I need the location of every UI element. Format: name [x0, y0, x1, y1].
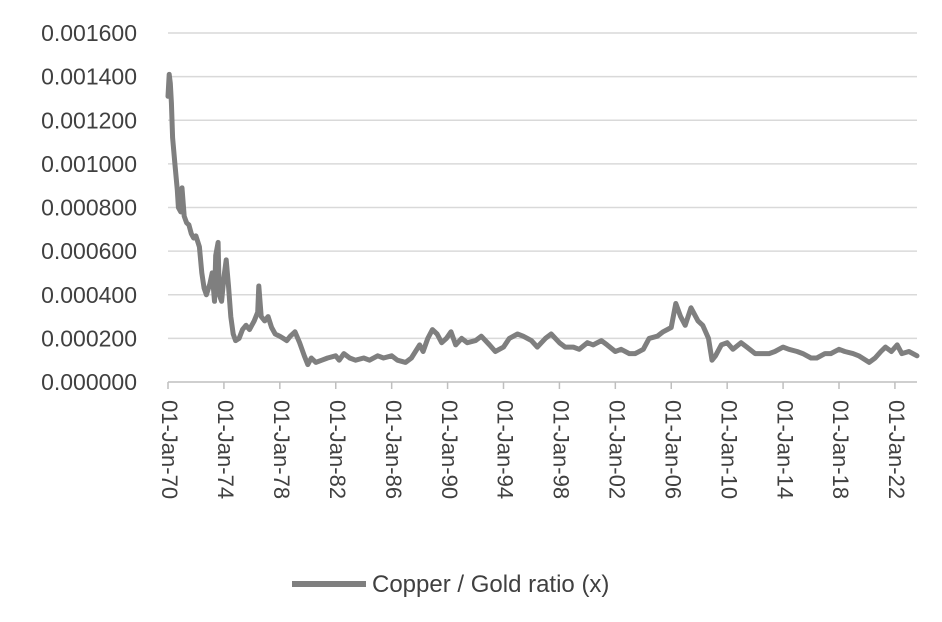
- y-tick-label: 0.001400: [41, 64, 137, 90]
- x-tick-label: 01-Jan-22: [884, 400, 909, 499]
- x-tick-label: 01-Jan-06: [660, 400, 685, 499]
- x-tick-label: 01-Jan-94: [493, 400, 518, 499]
- x-axis: [167, 381, 917, 389]
- y-tick-label: 0.000600: [41, 238, 137, 264]
- y-tick-label: 0.000400: [41, 282, 137, 308]
- y-tick-label: 0.001600: [41, 20, 137, 46]
- y-tick-label: 0.001200: [41, 107, 137, 133]
- x-tick-label: 01-Jan-10: [716, 400, 741, 499]
- x-tick-label: 01-Jan-74: [213, 400, 238, 499]
- series-line: [165, 71, 920, 368]
- x-tick-label: 01-Jan-18: [828, 400, 853, 499]
- x-tick-label: 01-Jan-02: [605, 400, 630, 499]
- x-tick-label: 01-Jan-78: [269, 400, 294, 499]
- x-tick-label: 01-Jan-82: [325, 400, 350, 499]
- legend: Copper / Gold ratio (x): [292, 571, 609, 598]
- x-tick-label: 01-Jan-86: [381, 400, 406, 499]
- x-tick-label: 01-Jan-90: [437, 400, 462, 499]
- x-tick-label: 01-Jan-70: [157, 400, 182, 499]
- y-tick-label: 0.000200: [41, 325, 137, 351]
- gridlines: [168, 32, 917, 340]
- y-tick-label: 0.000000: [41, 369, 137, 395]
- y-tick-label: 0.001000: [41, 151, 137, 177]
- legend-label: Copper / Gold ratio (x): [372, 571, 609, 598]
- y-tick-label: 0.000800: [41, 195, 137, 221]
- y-axis-tick-labels: 0.000000 0.000200 0.000400 0.000600 0.000800…: [41, 20, 137, 395]
- x-tick-label: 01-Jan-14: [772, 400, 797, 499]
- x-axis-tick-labels: 01-Jan-70 01-Jan-74 01-Jan-78 01-Jan-82 01-J…: [157, 400, 909, 499]
- x-tick-label: 01-Jan-98: [549, 400, 574, 499]
- series-lines: [165, 71, 920, 368]
